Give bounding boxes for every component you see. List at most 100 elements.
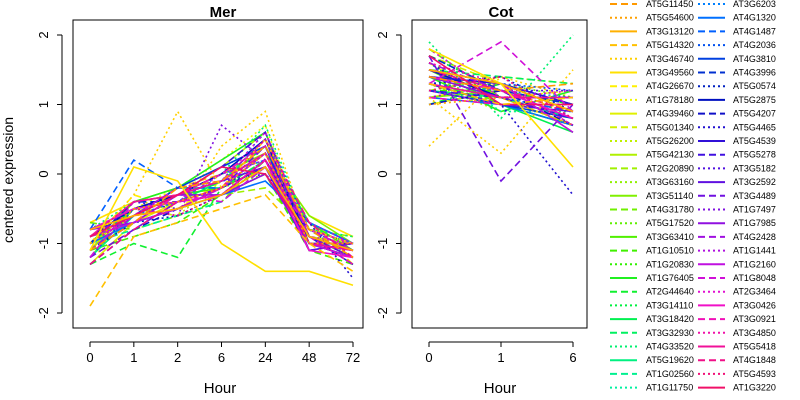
x-tick-label-cot-0: 0: [425, 350, 432, 365]
legend-label-at3g51140: AT3G51140: [646, 191, 693, 201]
series-line-cot-at3g48500: [428, 62, 574, 126]
legend-label-at1g11750: AT1G11750: [646, 383, 693, 393]
plot-frame-mer: [72, 19, 364, 329]
legend-label-at3g4850: AT3G4850: [733, 328, 776, 338]
series-line-mer-at5g42070: [89, 151, 354, 266]
series-line-cot-at4g20360: [428, 75, 574, 92]
legend-label-at3g63410: AT3G63410: [646, 232, 694, 242]
legend-label-at3g5182: AT3G5182: [733, 163, 776, 173]
legend-label-at3g13120: AT3G13120: [646, 26, 694, 36]
legend-label-at1g7985: AT1G7985: [733, 218, 776, 228]
legend-label-at1g8048: AT1G8048: [733, 273, 776, 283]
legend-label-at3g18420: AT3G18420: [646, 314, 694, 324]
y-tick-label-cot--2: -2: [375, 307, 390, 319]
legend-label-at4g1487: AT4G1487: [733, 26, 776, 36]
legend-label-at3g0921: AT3G0921: [733, 314, 776, 324]
x-tick-label-mer-0: 0: [86, 350, 93, 365]
legend-label-at5g4539: AT5G4539: [733, 136, 776, 146]
legend-label-at3g32930: AT3G32930: [646, 328, 694, 338]
legend-label-at5g19620: AT5G19620: [646, 355, 694, 365]
y-tick-label-cot--1: -1: [375, 238, 390, 250]
legend-label-at3g49560: AT3G49560: [646, 68, 694, 78]
series-line-cot-at1g80480: [428, 40, 574, 113]
x-tick-label-mer-48: 48: [302, 350, 316, 365]
series-lines-mer: [89, 109, 354, 307]
series-line-cot-at3g62030: [428, 82, 574, 99]
legend-label-at4g39460: AT4G39460: [646, 109, 694, 119]
series-line-mer-at4g38100: [89, 145, 354, 252]
series-line-cot-at5g66570: [428, 48, 574, 168]
legend-label-at5g42130: AT5G42130: [646, 150, 694, 160]
chart-panel-cot: Cot 0 1 6 -2 -1 0 1 2 Hour: [375, 4, 588, 397]
legend-label-at5g11450: AT5G11450: [646, 0, 693, 9]
legend-label-at5g0574: AT5G0574: [733, 81, 776, 91]
legend-label-at2g3464: AT2G3464: [733, 287, 776, 297]
legend-label-at5g54600: AT5G54600: [646, 13, 694, 23]
legend-label-at3g6203: AT3G6203: [733, 0, 776, 9]
series-line-cot-at5g44650: [428, 62, 574, 196]
legend-label-at1g76405: AT1G76405: [646, 273, 694, 283]
series-line-cot-at1g67090: [428, 69, 574, 155]
y-tick-label-mer-1: 1: [36, 101, 51, 108]
series-line-mer-at2g39730: [89, 144, 354, 259]
legend-label-at4g3810: AT4G3810: [733, 54, 776, 64]
series-line-mer-at5g54180: [89, 152, 354, 252]
x-axis-label-cot: Hour: [484, 380, 517, 397]
legend-label-at5g2875: AT5G2875: [733, 95, 776, 105]
series-line-mer-at4g26670: [89, 137, 354, 245]
series-line-cot-at3g44890: [428, 55, 574, 183]
series-line-cot-at5g38430: [428, 82, 574, 106]
legend-label-at3g4489: AT3G4489: [733, 191, 776, 201]
panel-title-mer: Mer: [210, 4, 237, 21]
legend-label-at4g1320: AT4G1320: [733, 13, 776, 23]
legend-label-at4g33520: AT4G33520: [646, 342, 694, 352]
legend-label-at3g0426: AT3G0426: [733, 300, 776, 310]
series-line-mer-at4g04640: [89, 165, 354, 252]
series-line-cot-at2g39730: [428, 75, 574, 92]
series-line-cot-at5g54180: [428, 82, 573, 99]
x-axis-mer: 0 1 2 6 24 48 72: [86, 341, 360, 365]
series-line-mer-at3g09210: [89, 145, 354, 252]
series-lines-cot: [428, 34, 574, 196]
y-axis-cot: -2 -1 0 1 2: [375, 31, 402, 319]
legend-label-at2g20890: AT2G20890: [646, 163, 694, 173]
legend-label-at4g2036: AT4G2036: [733, 40, 776, 50]
legend-label-at5g5278: AT5G5278: [733, 150, 776, 160]
plot-frame-cot: [411, 19, 588, 329]
legend-label-at1g2160: AT1G2160: [733, 259, 776, 269]
series-line-cot-at1g11750: [428, 62, 573, 113]
legend-label-at3g46740: AT3G46740: [646, 54, 694, 64]
y-tick-label-mer--2: -2: [36, 307, 51, 319]
panel-title-cot: Cot: [489, 4, 514, 21]
legend-label-at5g4207: AT5G4207: [733, 109, 776, 119]
legend-label-at3g2592: AT3G2592: [733, 177, 776, 187]
x-tick-label-mer-72: 72: [346, 350, 360, 365]
legend-label-at5g14320: AT5G14320: [646, 40, 694, 50]
legend-label-at5g17520: AT5G17520: [646, 218, 694, 228]
legend-label-at4g2428: AT4G2428: [733, 232, 776, 242]
series-line-mer-at3g46740: [89, 110, 354, 259]
legend-label-at4g1848: AT4G1848: [733, 355, 776, 365]
series-line-mer-at4g18480: [89, 137, 354, 266]
legend-label-at1g02560: AT1G02560: [646, 369, 694, 379]
legend-label-at2g44640: AT2G44640: [646, 287, 694, 297]
series-line-mer-at5g66570: [89, 166, 354, 286]
x-tick-label-mer-6: 6: [218, 350, 225, 365]
y-axis-mer: -2 -1 0 1 2: [36, 31, 63, 319]
chart-legend: AT5G11450 AT5G54600 AT3G13120 AT5G14320 AT3G…: [610, 0, 776, 393]
series-line-mer-at3g55800: [89, 151, 353, 245]
x-tick-label-cot-1: 1: [497, 350, 504, 365]
legend-label-at4g31780: AT4G31780: [646, 205, 694, 215]
legend-label-at1g20830: AT1G20830: [646, 259, 694, 269]
legend-label-at3g63160: AT3G63160: [646, 177, 694, 187]
y-tick-label-cot-2: 2: [375, 31, 390, 38]
legend-label-at1g78180: AT1G78180: [646, 95, 694, 105]
legend-label-at1g10510: AT1G10510: [646, 246, 694, 256]
y-tick-label-mer-0: 0: [36, 170, 51, 177]
x-axis-cot: 0 1 6: [425, 341, 577, 365]
legend-label-at5g4593: AT5G4593: [733, 369, 776, 379]
x-tick-label-cot-6: 6: [569, 350, 576, 365]
legend-label-at1g3220: AT1G3220: [733, 383, 776, 393]
series-line-mer-at1g67090: [89, 109, 354, 245]
